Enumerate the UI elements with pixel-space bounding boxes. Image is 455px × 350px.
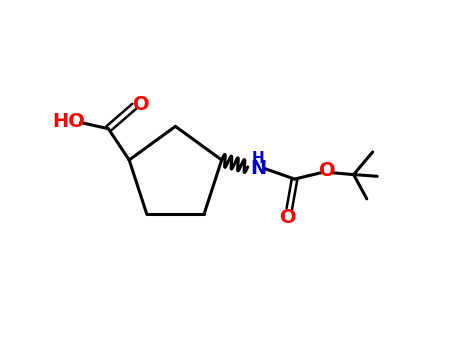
Text: O: O <box>133 95 150 114</box>
Text: O: O <box>280 208 297 227</box>
Text: HO: HO <box>53 112 86 131</box>
Text: H: H <box>252 151 264 166</box>
Text: N: N <box>250 159 266 178</box>
Text: O: O <box>319 161 336 180</box>
